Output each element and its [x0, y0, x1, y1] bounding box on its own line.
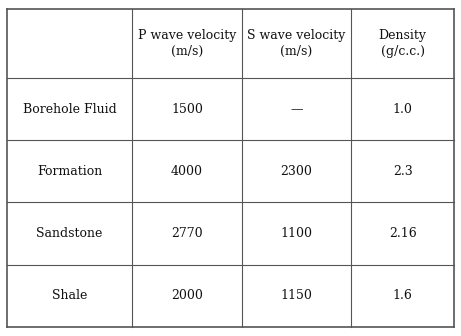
Text: Formation: Formation [37, 165, 102, 178]
Text: 1500: 1500 [171, 103, 203, 116]
Text: 4000: 4000 [171, 165, 203, 178]
Text: 1.0: 1.0 [393, 103, 413, 116]
Text: 2770: 2770 [171, 227, 203, 240]
Text: Density
(g/c.c.): Density (g/c.c.) [378, 29, 427, 58]
Text: S wave velocity
(m/s): S wave velocity (m/s) [247, 29, 346, 58]
Text: 2000: 2000 [171, 289, 203, 302]
Text: P wave velocity
(m/s): P wave velocity (m/s) [138, 29, 236, 58]
Text: Borehole Fluid: Borehole Fluid [23, 103, 116, 116]
Text: 2300: 2300 [281, 165, 313, 178]
Text: Sandstone: Sandstone [36, 227, 103, 240]
Text: 2.16: 2.16 [389, 227, 417, 240]
Text: 1100: 1100 [280, 227, 313, 240]
Text: —: — [290, 103, 303, 116]
Text: 1150: 1150 [281, 289, 313, 302]
Text: 2.3: 2.3 [393, 165, 413, 178]
Text: Shale: Shale [52, 289, 87, 302]
Text: 1.6: 1.6 [393, 289, 413, 302]
